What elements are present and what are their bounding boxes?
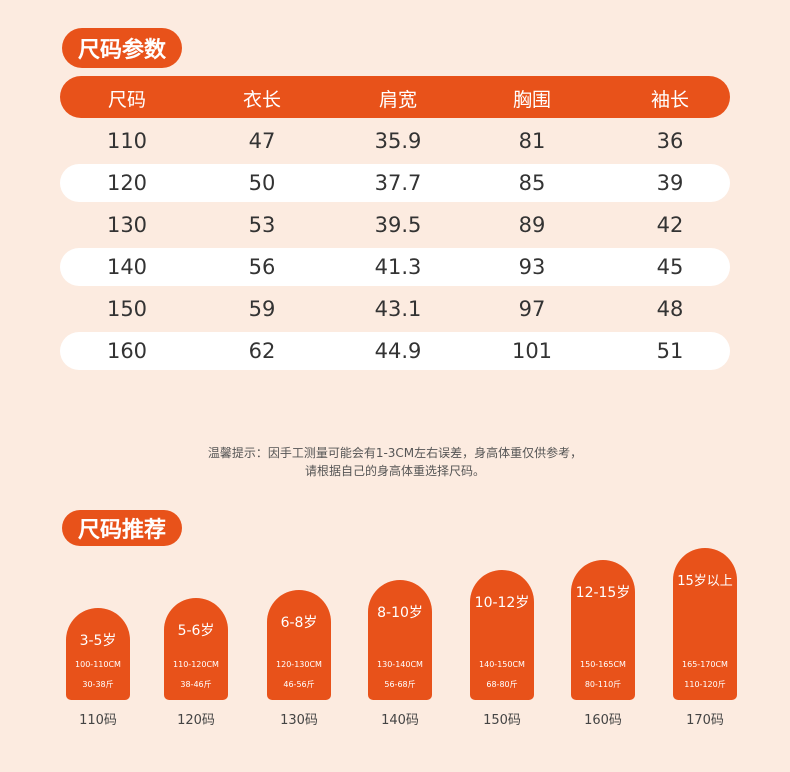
weight-range: 56-68斤 — [384, 680, 416, 689]
height-range: 110-120CM — [173, 660, 219, 669]
height-range: 150-165CM — [580, 660, 626, 669]
size-card: 15岁以上 165-170CM 110-120斤 — [673, 548, 737, 700]
size-label: 140码 — [381, 713, 419, 728]
table-row: 110 47 35.9 81 36 — [60, 122, 730, 160]
note: 请根据自己的身高体重选择尺码。 — [304, 464, 485, 478]
height-range: 120-130CM — [276, 660, 322, 669]
table-cell: 51 — [656, 339, 684, 363]
table-cell: 85 — [518, 171, 546, 195]
age: 3-5岁 — [79, 633, 117, 649]
height-range: 130-140CM — [377, 660, 423, 669]
table-cell: 150 — [106, 297, 148, 321]
table-cell: 50 — [248, 171, 276, 195]
size-label: 110码 — [79, 713, 117, 728]
weight-range: 46-56斤 — [283, 680, 315, 689]
age: 10-12岁 — [474, 595, 530, 611]
table-cell: 53 — [248, 213, 276, 237]
size-card: 8-10岁 130-140CM 56-68斤 — [368, 580, 432, 700]
table-cell: 120 — [106, 171, 148, 195]
age: 5-6岁 — [177, 623, 215, 639]
age: 6-8岁 — [280, 615, 318, 631]
header-cell: 肩宽 — [378, 89, 417, 111]
table-cell: 37.7 — [374, 171, 422, 195]
table-cell: 110 — [106, 129, 148, 153]
table-cell: 59 — [248, 297, 276, 321]
table-cell: 81 — [518, 129, 546, 153]
table-cell: 35.9 — [374, 129, 422, 153]
table-cell: 45 — [656, 255, 684, 279]
weight-range: 38-46斤 — [180, 680, 212, 689]
table-row: 150 59 43.1 97 48 — [60, 290, 730, 328]
table-cell: 93 — [518, 255, 546, 279]
age: 15岁以上 — [677, 574, 733, 589]
size-label: 130码 — [280, 713, 318, 728]
table-row: 130 53 39.5 89 42 — [60, 206, 730, 244]
table-cell: 42 — [656, 213, 684, 237]
table-cell: 44.9 — [374, 339, 422, 363]
size-label: 120码 — [177, 713, 215, 728]
age: 12-15岁 — [575, 585, 631, 601]
size-card: 3-5岁 100-110CM 30-38斤 — [66, 608, 130, 700]
header-cell: 衣长 — [242, 89, 281, 111]
age: 8-10岁 — [377, 605, 423, 621]
size-card: 5-6岁 110-120CM 38-46斤 — [164, 598, 228, 700]
header-cell: 袖长 — [650, 89, 689, 111]
header-cell: 胸围 — [512, 89, 551, 111]
table-cell: 140 — [106, 255, 148, 279]
weight-range: 80-110斤 — [584, 680, 622, 689]
table-cell: 62 — [248, 339, 276, 363]
table-cell: 97 — [518, 297, 546, 321]
size-card: 12-15岁 150-165CM 80-110斤 — [571, 560, 635, 700]
table-row: 140 56 41.3 93 45 — [60, 248, 730, 286]
height-range: 165-170CM — [682, 660, 728, 669]
table-cell: 43.1 — [374, 297, 422, 321]
size-label: 160码 — [584, 713, 622, 728]
size-label: 170码 — [686, 713, 724, 728]
size-card: 10-12岁 140-150CM 68-80斤 — [470, 570, 534, 700]
table-header: 尺码 衣长 肩宽 胸围 袖长 — [60, 76, 730, 118]
section-title: 尺码参数 — [62, 28, 182, 68]
table-cell: 160 — [106, 339, 148, 363]
table-cell: 39.5 — [374, 213, 422, 237]
header-cell: 尺码 — [107, 89, 146, 111]
size-label: 150码 — [483, 713, 521, 728]
note: 温馨提示：因手工测量可能会有1-3CM左右误差，身高体重仅供参考， — [207, 446, 583, 460]
table-cell: 41.3 — [374, 255, 422, 279]
weight-range: 30-38斤 — [82, 680, 114, 689]
table-row: 160 62 44.9 101 51 — [60, 332, 730, 370]
height-range: 140-150CM — [479, 660, 525, 669]
section-title: 尺码推荐 — [62, 510, 182, 546]
table-cell: 47 — [248, 129, 276, 153]
table-cell: 48 — [656, 297, 684, 321]
size-card: 6-8岁 120-130CM 46-56斤 — [267, 590, 331, 700]
table-row: 120 50 37.7 85 39 — [60, 164, 730, 202]
table-cell: 130 — [106, 213, 148, 237]
weight-range: 68-80斤 — [486, 680, 518, 689]
table-cell: 56 — [248, 255, 276, 279]
table-cell: 36 — [656, 129, 684, 153]
table-cell: 89 — [518, 213, 546, 237]
table-cell: 39 — [656, 171, 684, 195]
height-range: 100-110CM — [75, 660, 121, 669]
table-cell: 101 — [511, 339, 553, 363]
weight-range: 110-120斤 — [684, 680, 726, 689]
